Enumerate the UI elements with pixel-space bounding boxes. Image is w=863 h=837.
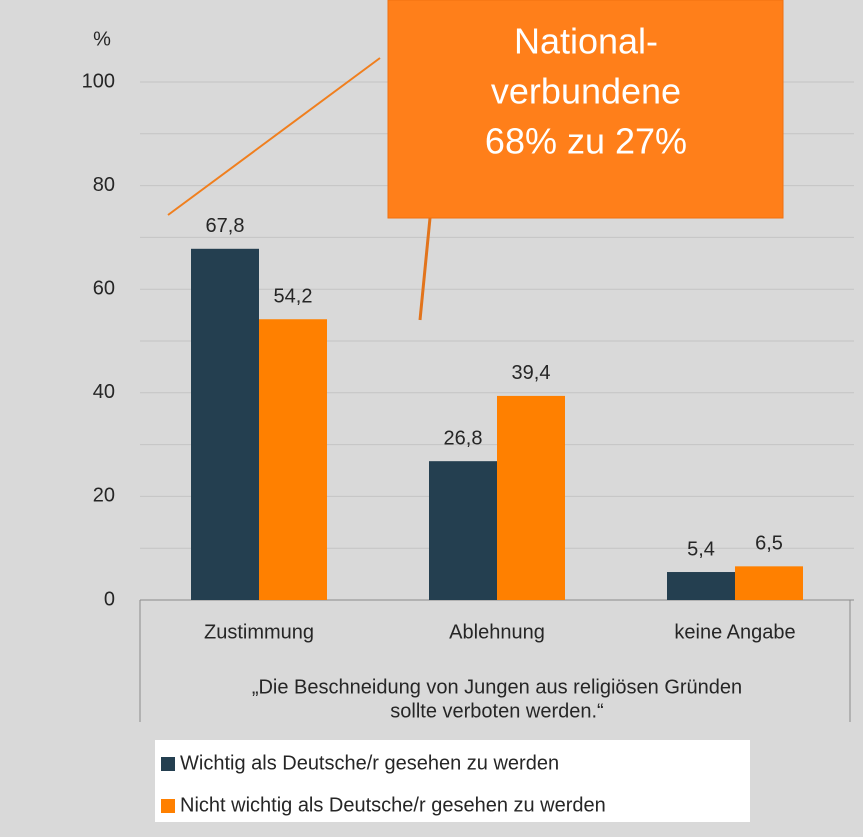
legend-swatch: [161, 757, 175, 771]
annotation-line: [167, 57, 381, 216]
legend-label: Nicht wichtig als Deutsche/r gesehen zu …: [180, 794, 606, 816]
annotation-text: verbundene: [491, 71, 681, 112]
x-axis-label: sollte verboten werden.“: [390, 700, 603, 722]
legend-label: Wichtig als Deutsche/r gesehen zu werden: [180, 752, 559, 774]
y-tick-label: 40: [93, 381, 115, 403]
value-label: 26,8: [444, 427, 483, 449]
value-label: 67,8: [206, 215, 245, 237]
annotation-pointer: [418, 217, 432, 321]
value-label: 6,5: [755, 533, 783, 555]
y-tick-label: 20: [93, 485, 115, 507]
x-tick-label: Zustimmung: [204, 621, 314, 643]
bar: [497, 395, 565, 600]
y-tick-label: 0: [104, 588, 115, 610]
bar: [259, 319, 327, 600]
value-label: 39,4: [512, 362, 551, 384]
annotation-text: 68% zu 27%: [485, 121, 687, 162]
annotation-box: [387, 0, 784, 219]
annotation-text: National-: [514, 21, 658, 62]
x-tick-label: keine Angabe: [674, 621, 795, 643]
bar: [667, 572, 735, 600]
y-tick-label: 60: [93, 277, 115, 299]
legend-swatch: [161, 799, 175, 813]
bar: [735, 566, 803, 600]
x-tick-label: Ablehnung: [449, 621, 545, 643]
legend-box: [155, 740, 750, 822]
bar: [429, 461, 497, 600]
bar: [191, 248, 259, 600]
y-tick-label: 80: [93, 174, 115, 196]
y-tick-label: 100: [82, 70, 115, 92]
value-label: 5,4: [687, 538, 715, 560]
y-axis-label: %: [93, 28, 111, 50]
x-axis-label: „Die Beschneidung von Jungen aus religiö…: [252, 676, 742, 698]
value-label: 54,2: [274, 286, 313, 308]
